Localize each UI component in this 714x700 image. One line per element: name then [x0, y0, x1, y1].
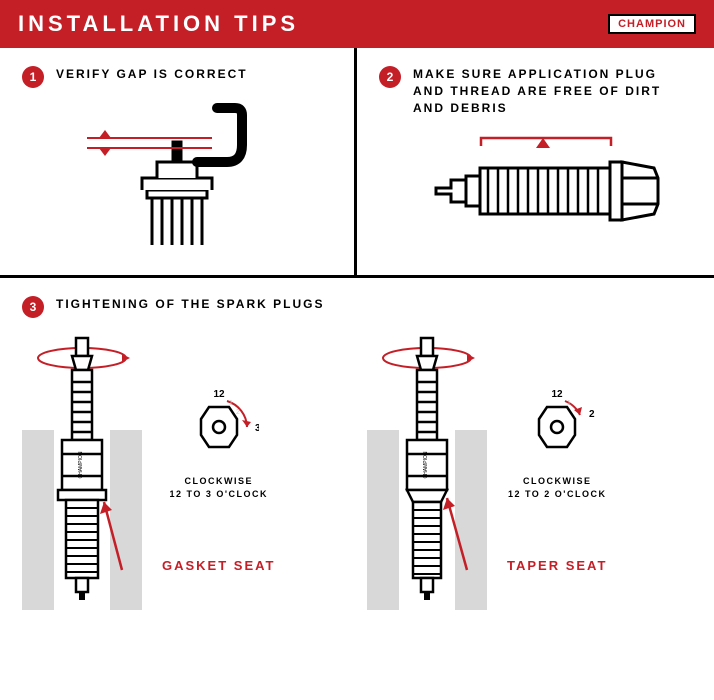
dial-3-label: 3: [255, 423, 259, 434]
dial-12-label: 12: [552, 389, 564, 400]
clock-dial-3: 12 3 1 2: [179, 387, 259, 467]
dial-caption-left: CLOCKWISE 12 TO 3 O'CLOCK: [170, 475, 269, 500]
step-number-2: 2: [379, 66, 401, 88]
panel-step-2: 2 MAKE SURE APPLICATION PLUG AND THREAD …: [357, 48, 714, 275]
step-title-3: TIGHTENING OF THE SPARK PLUGS: [56, 296, 324, 313]
spark-plug-taper: CHAMPION: [367, 330, 487, 630]
spark-plug-gasket: CHAMPION: [22, 330, 142, 630]
panel-step-3: 3 TIGHTENING OF THE SPARK PLUGS: [0, 278, 714, 648]
brand-logo: CHAMPION: [608, 14, 696, 34]
taper-info: 12 2 1 CLOCKWISE 12 TO 2 O'CLOCK TAPER S…: [507, 387, 607, 573]
dial-taper: 12 2 1 CLOCKWISE 12 TO 2 O'CLOCK: [507, 387, 607, 500]
header-bar: INSTALLATION TIPS CHAMPION: [0, 0, 714, 48]
tightening-row: CHAMPION 12 3 1 2: [22, 330, 692, 630]
brand-mark: CHAMPION: [423, 451, 429, 478]
step-title-1: VERIFY GAP IS CORRECT: [56, 66, 248, 83]
dial-gasket: 12 3 1 2 CLOCKWISE 12 TO 3 O'CLOCK: [162, 387, 276, 500]
dial-caption-right: CLOCKWISE 12 TO 2 O'CLOCK: [508, 475, 607, 500]
diagram-thread: [379, 128, 692, 258]
gasket-seat-column: CHAMPION 12 3 1 2: [22, 330, 347, 630]
top-row: 1 VERIFY GAP IS CORRECT: [0, 48, 714, 278]
svg-text:2: 2: [236, 409, 240, 416]
step-head-1: 1 VERIFY GAP IS CORRECT: [22, 66, 332, 88]
page-title: INSTALLATION TIPS: [18, 11, 299, 37]
dial-12-label: 12: [213, 389, 225, 400]
step-head-2: 2 MAKE SURE APPLICATION PLUG AND THREAD …: [379, 66, 692, 116]
brand-mark: CHAMPION: [78, 451, 84, 478]
gap-illustration: [57, 100, 297, 250]
clock-dial-2: 12 2 1: [517, 387, 597, 467]
step-number-1: 1: [22, 66, 44, 88]
svg-text:1: 1: [567, 400, 571, 407]
taper-seat-column: CHAMPION 12 2 1 CLOCKWISE: [367, 330, 692, 630]
step-title-2: MAKE SURE APPLICATION PLUG AND THREAD AR…: [413, 66, 692, 116]
taper-seat-label: TAPER SEAT: [507, 558, 607, 573]
gasket-seat-label: GASKET SEAT: [162, 558, 276, 573]
step-number-3: 3: [22, 296, 44, 318]
svg-text:1: 1: [229, 400, 233, 407]
dial-2-label: 2: [589, 409, 595, 420]
panel-step-1: 1 VERIFY GAP IS CORRECT: [0, 48, 357, 275]
step-head-3: 3 TIGHTENING OF THE SPARK PLUGS: [22, 296, 692, 318]
diagram-gap: [22, 100, 332, 250]
thread-illustration: [406, 128, 666, 258]
gasket-info: 12 3 1 2 CLOCKWISE 12 TO 3 O'CLOCK GAS: [162, 387, 276, 573]
